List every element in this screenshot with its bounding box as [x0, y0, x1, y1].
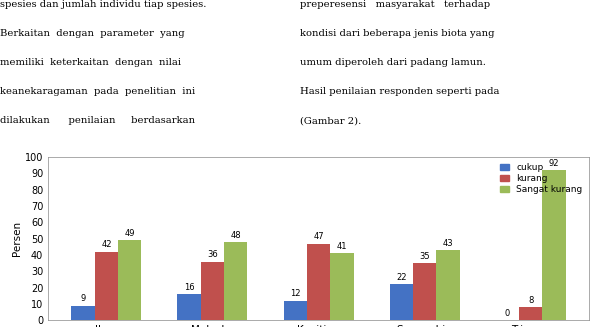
Text: 0: 0: [505, 309, 510, 318]
Text: 8: 8: [528, 296, 533, 305]
Bar: [118, 240, 141, 320]
Text: 48: 48: [231, 231, 241, 239]
Text: 49: 49: [124, 229, 135, 238]
Bar: [413, 263, 436, 320]
Bar: [389, 284, 413, 320]
Text: umum diperoleh dari padang lamun.: umum diperoleh dari padang lamun.: [300, 58, 486, 67]
Text: 22: 22: [396, 273, 406, 282]
Bar: [177, 294, 201, 320]
Y-axis label: Persen: Persen: [12, 221, 22, 256]
Text: 12: 12: [290, 289, 300, 298]
Text: Berkaitan  dengan  parameter  yang: Berkaitan dengan parameter yang: [0, 29, 185, 38]
Bar: [224, 242, 248, 320]
Bar: [436, 250, 460, 320]
Text: memiliki  keterkaitan  dengan  nilai: memiliki keterkaitan dengan nilai: [0, 58, 181, 67]
Text: dilakukan      penilaian     berdasarkan: dilakukan penilaian berdasarkan: [0, 116, 195, 126]
Text: 41: 41: [337, 242, 347, 251]
Text: 43: 43: [442, 239, 453, 248]
Bar: [307, 244, 330, 320]
Text: preperesensi   masyarakat   terhadap: preperesensi masyarakat terhadap: [300, 0, 490, 9]
Text: 36: 36: [207, 250, 218, 259]
Text: 35: 35: [419, 252, 430, 261]
Bar: [72, 306, 95, 320]
Text: 47: 47: [313, 232, 324, 241]
Text: Hasil penilaian responden seperti pada: Hasil penilaian responden seperti pada: [300, 87, 500, 96]
Legend: cukup, kurang, Sangat kurang: cukup, kurang, Sangat kurang: [498, 162, 584, 196]
Bar: [201, 262, 224, 320]
Text: 9: 9: [81, 294, 86, 303]
Bar: [284, 301, 307, 320]
Text: spesies dan jumlah individu tiap spesies.: spesies dan jumlah individu tiap spesies…: [0, 0, 206, 9]
Bar: [519, 307, 542, 320]
Text: 16: 16: [184, 283, 195, 292]
Text: keanekaragaman  pada  penelitian  ini: keanekaragaman pada penelitian ini: [0, 87, 195, 96]
Text: 92: 92: [549, 159, 560, 167]
Bar: [542, 170, 566, 320]
Bar: [330, 253, 353, 320]
Bar: [95, 252, 118, 320]
Text: kondisi dari beberapa jenis biota yang: kondisi dari beberapa jenis biota yang: [300, 29, 495, 38]
Text: 42: 42: [101, 240, 112, 249]
Text: (Gambar 2).: (Gambar 2).: [300, 116, 362, 126]
